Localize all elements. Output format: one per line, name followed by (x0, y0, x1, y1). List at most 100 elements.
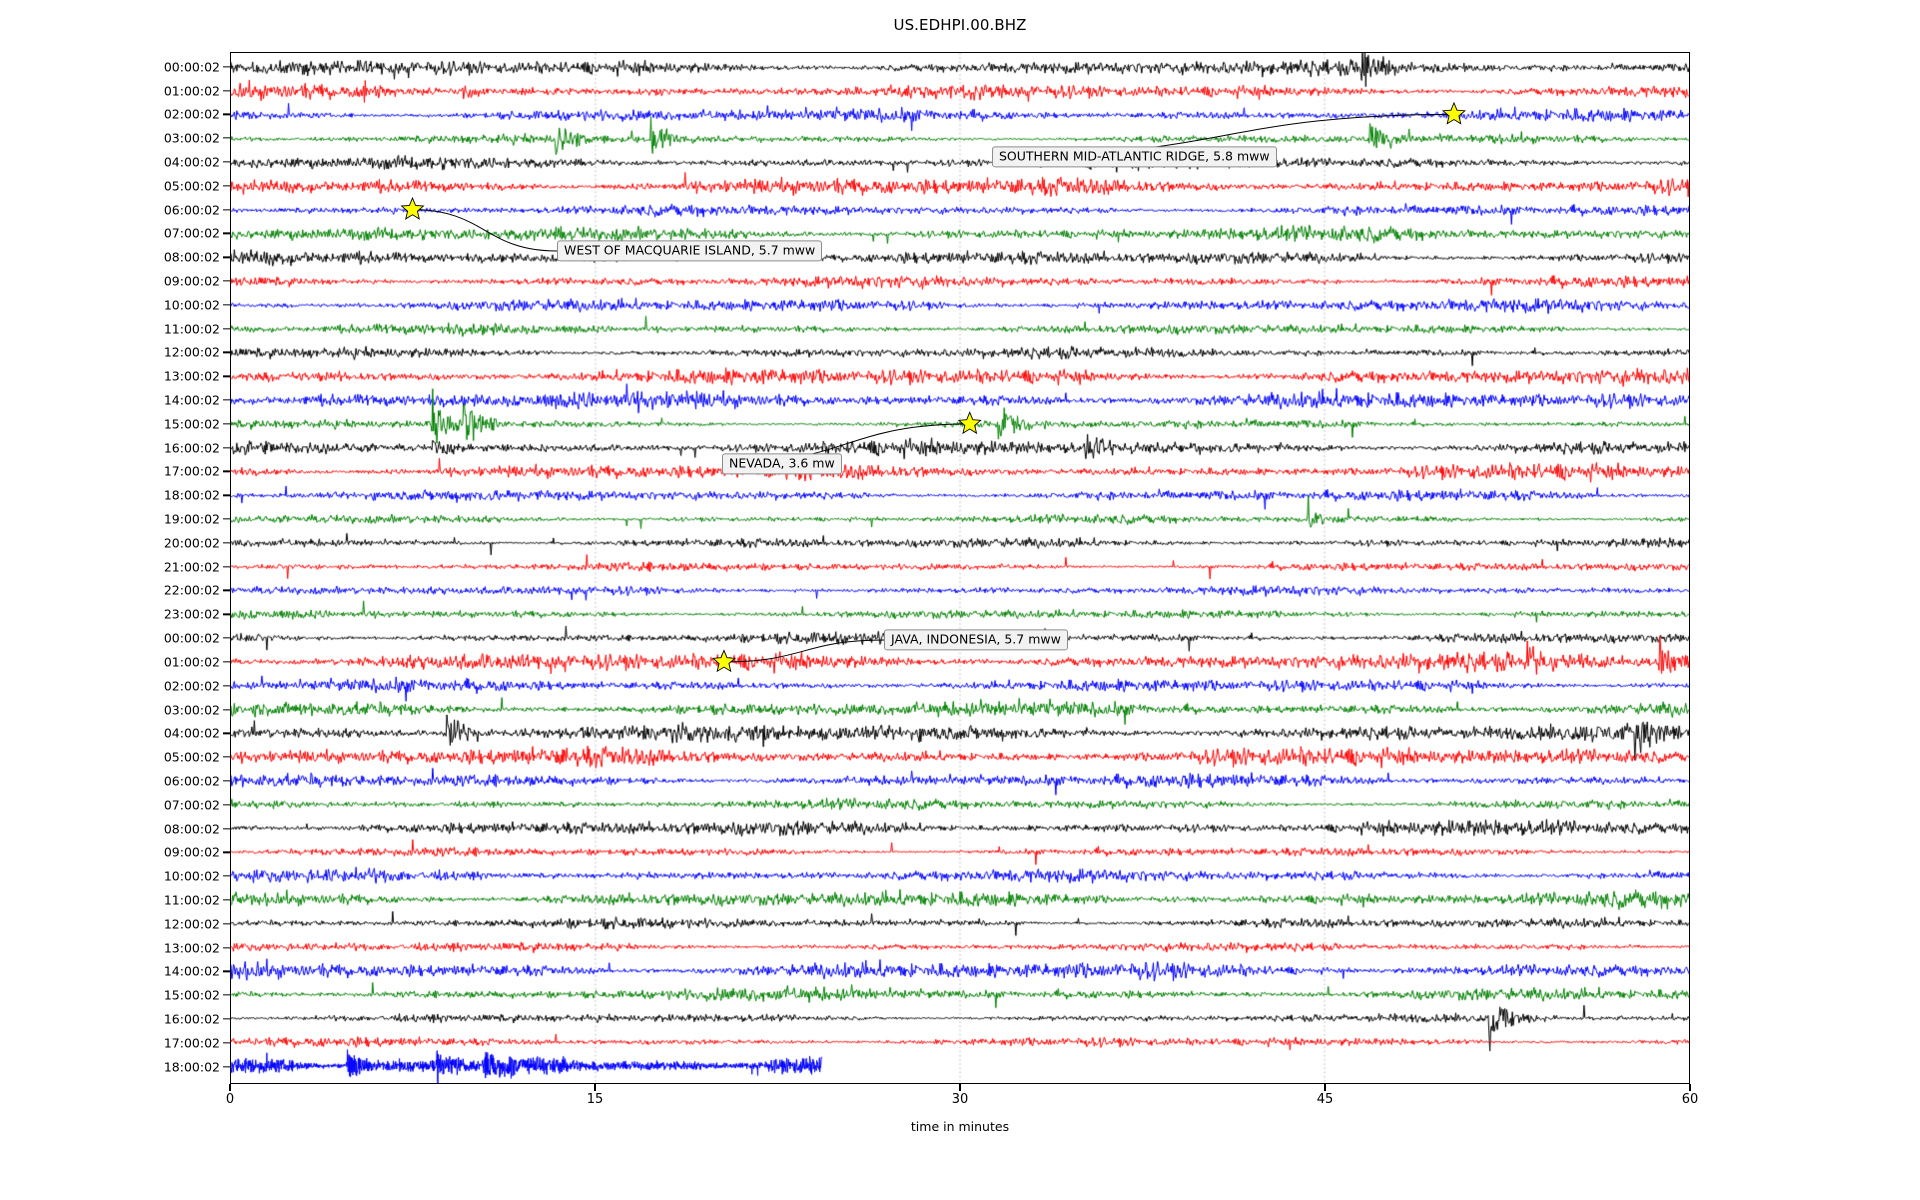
y-tick-label: 02:00:02 (163, 106, 220, 122)
y-tick-mark (223, 708, 231, 711)
y-tick-mark (223, 804, 231, 806)
x-tick-label: 60 (1681, 1092, 1699, 1107)
seismogram-traces-canvas (231, 53, 1689, 1083)
x-tick-label: 15 (586, 1092, 604, 1107)
x-tick-label: 0 (225, 1092, 235, 1107)
y-tick-mark (223, 494, 231, 496)
y-tick-mark (223, 399, 231, 401)
y-tick-label: 01:00:02 (163, 83, 220, 99)
y-tick-label: 14:00:02 (163, 392, 220, 408)
y-tick-mark (223, 589, 231, 592)
y-tick-label: 16:00:02 (163, 1011, 220, 1027)
y-tick-mark (223, 89, 231, 92)
x-tick-mark (229, 1084, 231, 1091)
y-tick-mark (223, 232, 231, 235)
y-tick-mark (223, 423, 231, 425)
y-tick-label: 16:00:02 (163, 440, 220, 456)
y-tick-label: 18:00:02 (163, 1059, 220, 1075)
y-tick-label: 00:00:02 (163, 59, 220, 75)
y-tick-mark (223, 851, 231, 854)
y-tick-mark (223, 946, 231, 949)
event-annotation-java-indonesia: JAVA, INDONESIA, 5.7 mww (884, 629, 1068, 651)
y-tick-mark (223, 780, 231, 782)
y-tick-mark (223, 613, 231, 615)
y-tick-label: 18:00:02 (163, 487, 220, 503)
y-tick-label: 06:00:02 (163, 202, 220, 218)
y-tick-mark (223, 327, 231, 330)
x-axis-label: time in minutes (910, 1119, 1010, 1134)
y-tick-mark (223, 994, 231, 996)
y-tick-mark (223, 256, 231, 258)
y-tick-mark (223, 899, 231, 901)
y-tick-label: 22:00:02 (163, 582, 220, 598)
y-tick-mark (223, 137, 231, 139)
y-tick-label: 17:00:02 (163, 463, 220, 479)
event-annotation-southern-mid-atlantic-ridge: SOUTHERN MID-ATLANTIC RIDGE, 5.8 mww (992, 146, 1277, 168)
y-tick-label: 05:00:02 (163, 749, 220, 765)
x-tick-label: 30 (951, 1092, 969, 1107)
event-annotation-nevada: NEVADA, 3.6 mw (722, 453, 842, 475)
y-tick-mark (223, 161, 231, 163)
y-tick-mark (223, 185, 231, 187)
y-tick-label: 00:00:02 (163, 630, 220, 646)
x-tick-mark (1689, 1084, 1691, 1091)
y-tick-label: 19:00:02 (163, 511, 220, 527)
y-tick-mark (223, 542, 231, 544)
y-tick-label: 21:00:02 (163, 559, 220, 575)
x-tick-label: 45 (1316, 1092, 1334, 1107)
page-title: US.EDHPI.00.BHZ (893, 16, 1027, 34)
y-tick-label: 23:00:02 (163, 606, 220, 622)
y-tick-mark (223, 685, 231, 687)
y-tick-mark (223, 351, 231, 354)
y-tick-mark (223, 1042, 231, 1044)
y-tick-mark (223, 470, 231, 473)
y-tick-label: 11:00:02 (163, 321, 220, 337)
y-tick-label: 06:00:02 (163, 773, 220, 789)
y-tick-label: 12:00:02 (163, 916, 220, 932)
x-tick-mark (594, 1084, 596, 1091)
y-tick-mark (223, 875, 231, 877)
y-tick-mark (223, 280, 231, 282)
y-tick-label: 10:00:02 (163, 297, 220, 313)
y-tick-mark (223, 518, 231, 520)
y-tick-label: 12:00:02 (163, 344, 220, 360)
y-tick-label: 10:00:02 (163, 868, 220, 884)
x-tick-mark (959, 1084, 961, 1091)
y-tick-mark (223, 637, 231, 639)
y-tick-label: 17:00:02 (163, 1035, 220, 1051)
event-annotation-west-of-macquarie-island: WEST OF MACQUARIE ISLAND, 5.7 mww (557, 240, 823, 262)
y-tick-label: 07:00:02 (163, 225, 220, 241)
y-tick-label: 04:00:02 (163, 154, 220, 170)
y-tick-label: 15:00:02 (163, 416, 220, 432)
y-tick-label: 08:00:02 (163, 249, 220, 265)
y-tick-mark (223, 970, 231, 973)
y-tick-label: 03:00:02 (163, 130, 220, 146)
y-tick-mark (223, 208, 231, 211)
y-tick-label: 09:00:02 (163, 844, 220, 860)
y-tick-label: 02:00:02 (163, 678, 220, 694)
y-tick-label: 20:00:02 (163, 535, 220, 551)
y-tick-label: 05:00:02 (163, 178, 220, 194)
y-tick-label: 03:00:02 (163, 702, 220, 718)
y-tick-mark (223, 66, 231, 68)
y-tick-mark (223, 1065, 231, 1068)
y-tick-mark (223, 304, 231, 306)
y-tick-label: 11:00:02 (163, 892, 220, 908)
plot-axes (230, 52, 1690, 1084)
y-tick-mark (223, 827, 231, 830)
y-tick-label: 09:00:02 (163, 273, 220, 289)
y-tick-label: 13:00:02 (163, 368, 220, 384)
y-tick-label: 04:00:02 (163, 725, 220, 741)
y-tick-mark (223, 1018, 231, 1020)
y-tick-mark (223, 375, 231, 377)
y-tick-label: 15:00:02 (163, 987, 220, 1003)
y-tick-label: 08:00:02 (163, 821, 220, 837)
y-tick-mark (223, 661, 231, 663)
x-tick-mark (1324, 1084, 1326, 1091)
y-tick-mark (223, 923, 231, 925)
y-tick-label: 13:00:02 (163, 940, 220, 956)
y-tick-mark (223, 732, 231, 734)
y-tick-mark (223, 756, 231, 758)
y-tick-mark (223, 113, 231, 116)
